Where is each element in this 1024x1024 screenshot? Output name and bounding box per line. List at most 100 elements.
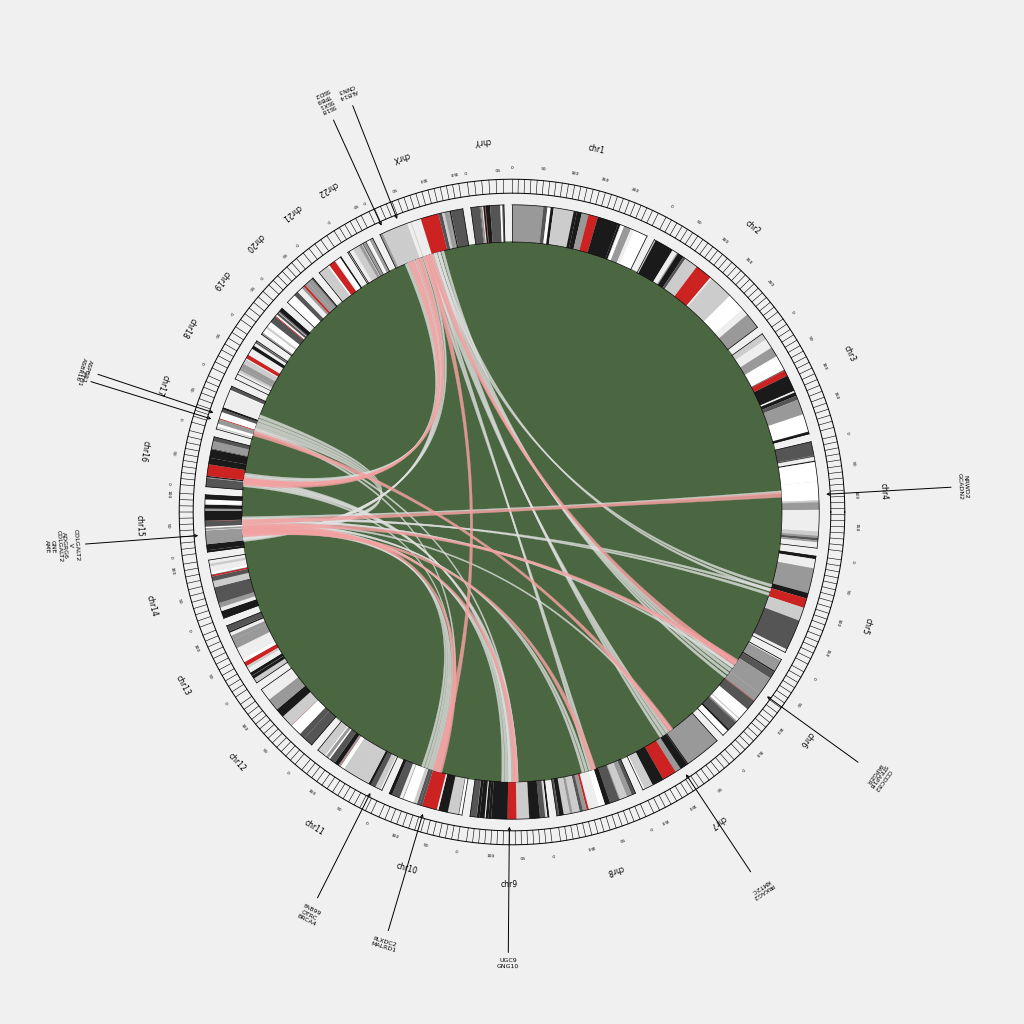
Polygon shape — [245, 259, 442, 480]
Polygon shape — [330, 261, 356, 295]
Polygon shape — [243, 527, 511, 782]
Polygon shape — [243, 257, 444, 540]
Text: 150: 150 — [854, 522, 858, 531]
Text: 50: 50 — [177, 598, 182, 604]
Polygon shape — [411, 222, 424, 257]
Polygon shape — [269, 677, 305, 710]
Polygon shape — [513, 205, 544, 244]
Polygon shape — [243, 530, 450, 769]
Polygon shape — [276, 314, 305, 338]
Polygon shape — [319, 271, 344, 302]
Text: 0: 0 — [167, 482, 171, 485]
Polygon shape — [715, 309, 748, 339]
Text: 100: 100 — [820, 361, 827, 371]
Polygon shape — [479, 207, 484, 244]
Polygon shape — [542, 780, 547, 817]
Polygon shape — [280, 308, 310, 336]
Polygon shape — [252, 656, 285, 679]
Polygon shape — [335, 732, 359, 766]
Polygon shape — [775, 441, 814, 463]
Text: chr8: chr8 — [605, 863, 625, 877]
Polygon shape — [732, 334, 766, 360]
Polygon shape — [777, 456, 814, 464]
Polygon shape — [697, 642, 781, 735]
Polygon shape — [220, 596, 256, 611]
Polygon shape — [557, 777, 570, 815]
Polygon shape — [340, 736, 362, 768]
Polygon shape — [275, 315, 305, 340]
Polygon shape — [264, 328, 296, 352]
Polygon shape — [211, 565, 248, 574]
Text: 100: 100 — [240, 724, 248, 732]
Polygon shape — [243, 419, 382, 537]
Polygon shape — [244, 258, 444, 485]
Polygon shape — [725, 672, 760, 700]
Text: 100: 100 — [854, 492, 858, 500]
Text: 0: 0 — [739, 766, 744, 771]
Polygon shape — [782, 502, 819, 510]
Polygon shape — [217, 424, 254, 437]
Polygon shape — [205, 505, 242, 509]
Polygon shape — [371, 752, 392, 787]
Polygon shape — [437, 252, 771, 591]
Polygon shape — [205, 511, 242, 521]
Polygon shape — [340, 257, 361, 289]
Polygon shape — [594, 768, 610, 805]
Polygon shape — [380, 756, 397, 791]
Polygon shape — [238, 374, 271, 391]
Polygon shape — [205, 520, 242, 521]
Text: chrX: chrX — [391, 150, 411, 164]
Polygon shape — [230, 386, 265, 404]
Polygon shape — [276, 314, 305, 339]
Polygon shape — [697, 705, 728, 735]
Text: 100: 100 — [419, 176, 427, 182]
Polygon shape — [781, 510, 819, 531]
Text: ALB14
CNN3: ALB14 CNN3 — [336, 83, 397, 218]
Polygon shape — [781, 529, 818, 536]
Polygon shape — [319, 272, 343, 302]
Polygon shape — [427, 254, 737, 666]
Polygon shape — [244, 481, 518, 782]
Polygon shape — [240, 368, 273, 387]
Polygon shape — [205, 509, 242, 511]
Text: chr3: chr3 — [842, 344, 857, 364]
Polygon shape — [598, 765, 620, 803]
Polygon shape — [459, 778, 468, 815]
Text: 50: 50 — [213, 332, 219, 339]
Polygon shape — [627, 713, 717, 790]
Polygon shape — [630, 236, 647, 269]
Polygon shape — [213, 437, 250, 450]
Polygon shape — [450, 211, 459, 248]
Polygon shape — [605, 224, 621, 259]
Polygon shape — [279, 311, 307, 336]
Polygon shape — [501, 205, 504, 243]
Text: chr18: chr18 — [179, 315, 198, 339]
Polygon shape — [358, 246, 378, 278]
Polygon shape — [359, 245, 380, 278]
Polygon shape — [229, 616, 264, 633]
Text: 0: 0 — [168, 555, 173, 559]
Polygon shape — [230, 621, 266, 640]
Polygon shape — [209, 557, 247, 566]
Text: 100: 100 — [835, 618, 842, 628]
Polygon shape — [740, 347, 771, 368]
Polygon shape — [367, 241, 385, 274]
Text: 50: 50 — [495, 166, 500, 170]
Polygon shape — [754, 376, 795, 406]
Polygon shape — [213, 572, 250, 588]
Polygon shape — [772, 561, 814, 593]
Polygon shape — [254, 430, 456, 772]
Polygon shape — [303, 285, 330, 313]
Polygon shape — [243, 528, 445, 767]
Text: 100: 100 — [587, 845, 596, 850]
Text: CCDC82
STEAP1B
PAPGER: CCDC82 STEAP1B PAPGER — [768, 697, 893, 793]
Text: 50: 50 — [617, 836, 625, 842]
Polygon shape — [210, 450, 248, 465]
Text: 50: 50 — [389, 186, 396, 191]
Polygon shape — [412, 220, 428, 257]
Polygon shape — [211, 567, 248, 575]
Polygon shape — [252, 656, 284, 676]
Polygon shape — [212, 441, 250, 456]
Polygon shape — [710, 694, 738, 721]
Polygon shape — [434, 253, 663, 737]
